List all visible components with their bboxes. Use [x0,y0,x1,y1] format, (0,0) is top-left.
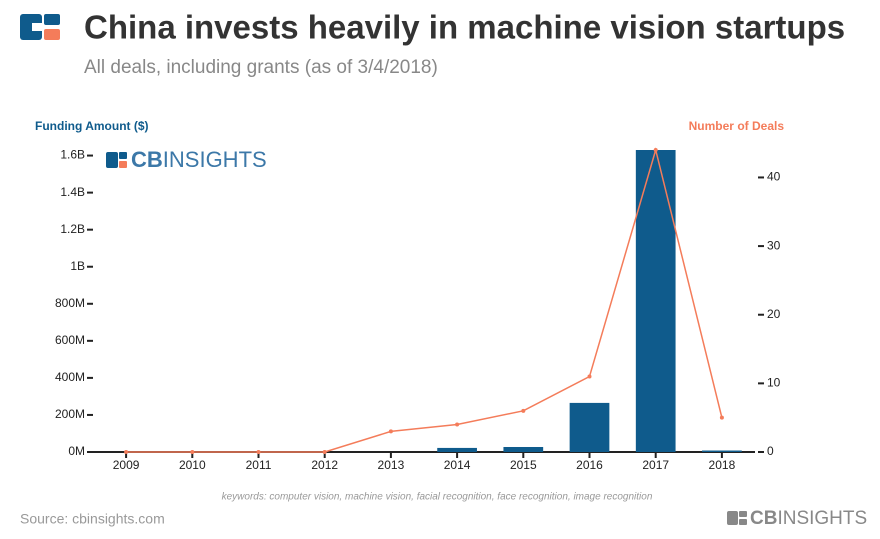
x-tick-label: 2018 [709,458,736,472]
line-point [124,450,129,454]
source: Source: cbinsights.com [20,511,165,527]
line-point [322,450,327,454]
x-tick-label: 2013 [378,458,405,472]
y-tick-label: 400M [55,370,85,384]
x-tick-label: 2010 [179,458,206,472]
logo-rest: INSIGHTS [777,508,867,529]
y-tick-label: 1.6B [60,148,85,162]
y-tick-label: 0M [68,444,85,458]
line [126,147,723,453]
logo-rest: INSIGHTS [163,147,267,172]
keywords-note: keywords: computer vision, machine visio… [222,492,653,503]
chart-title: China invests heavily in machine vision … [84,9,845,46]
x-tick-label: 2012 [311,458,338,472]
y-tick-label: 1B [70,259,85,273]
title-icon [20,14,60,40]
x-tick-label: 2017 [642,458,669,472]
bar [503,446,544,452]
logo-bold: CB [131,147,163,172]
x-tick-label: 2014 [444,458,471,472]
footer-logo-text: CBINSIGHTS [750,508,867,529]
line-point [190,450,195,454]
watermark-text: CBINSIGHTS [131,147,267,172]
bar [437,447,477,452]
bar [569,402,610,452]
line-point [388,429,393,434]
line-point [719,415,724,420]
x-tick-label: 2016 [576,458,603,472]
footer-logo: CBINSIGHTS [727,508,867,529]
y2-tick-label: 30 [767,238,781,252]
line-point [653,148,658,152]
line-point [521,408,526,413]
x-tick-label: 2011 [246,458,272,472]
y2-tick-label: 0 [767,444,774,458]
line-point [455,422,460,427]
line-point [256,450,261,454]
y2-axis-label: Number of Deals [689,119,785,133]
y2-tick-label: 40 [767,170,781,184]
y2-tick-label: 10 [767,376,781,390]
line-point [587,374,592,379]
chart-subtitle: All deals, including grants (as of 3/4/2… [84,57,438,78]
bar [702,450,742,452]
bar [635,150,676,452]
y2-tick-label: 20 [767,307,781,321]
watermark-logo: CBINSIGHTS [106,147,267,172]
logo-bold: CB [750,508,777,529]
y-tick-label: 800M [55,296,85,310]
y-tick-label: 1.4B [60,185,85,199]
x-tick-label: 2015 [510,458,537,472]
y-axis-label: Funding Amount ($) [35,119,149,133]
x-tick-label: 2009 [113,458,140,472]
y-tick-label: 200M [55,407,85,421]
y-tick-label: 600M [55,333,85,347]
y-tick-label: 1.2B [60,222,85,236]
